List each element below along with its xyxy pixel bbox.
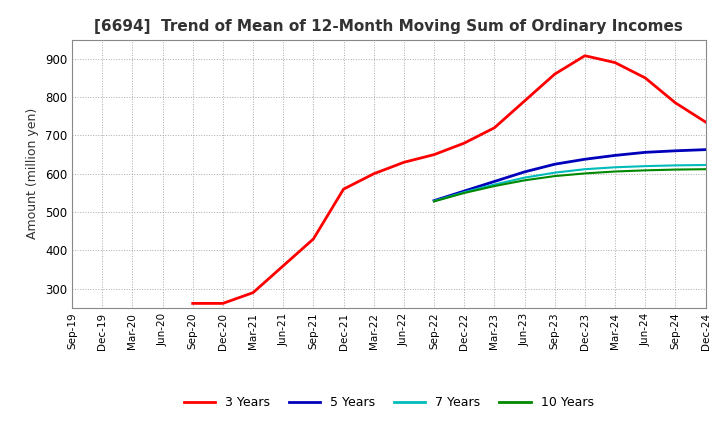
- Title: [6694]  Trend of Mean of 12-Month Moving Sum of Ordinary Incomes: [6694] Trend of Mean of 12-Month Moving …: [94, 19, 683, 34]
- Legend: 3 Years, 5 Years, 7 Years, 10 Years: 3 Years, 5 Years, 7 Years, 10 Years: [179, 392, 598, 414]
- Y-axis label: Amount (million yen): Amount (million yen): [27, 108, 40, 239]
